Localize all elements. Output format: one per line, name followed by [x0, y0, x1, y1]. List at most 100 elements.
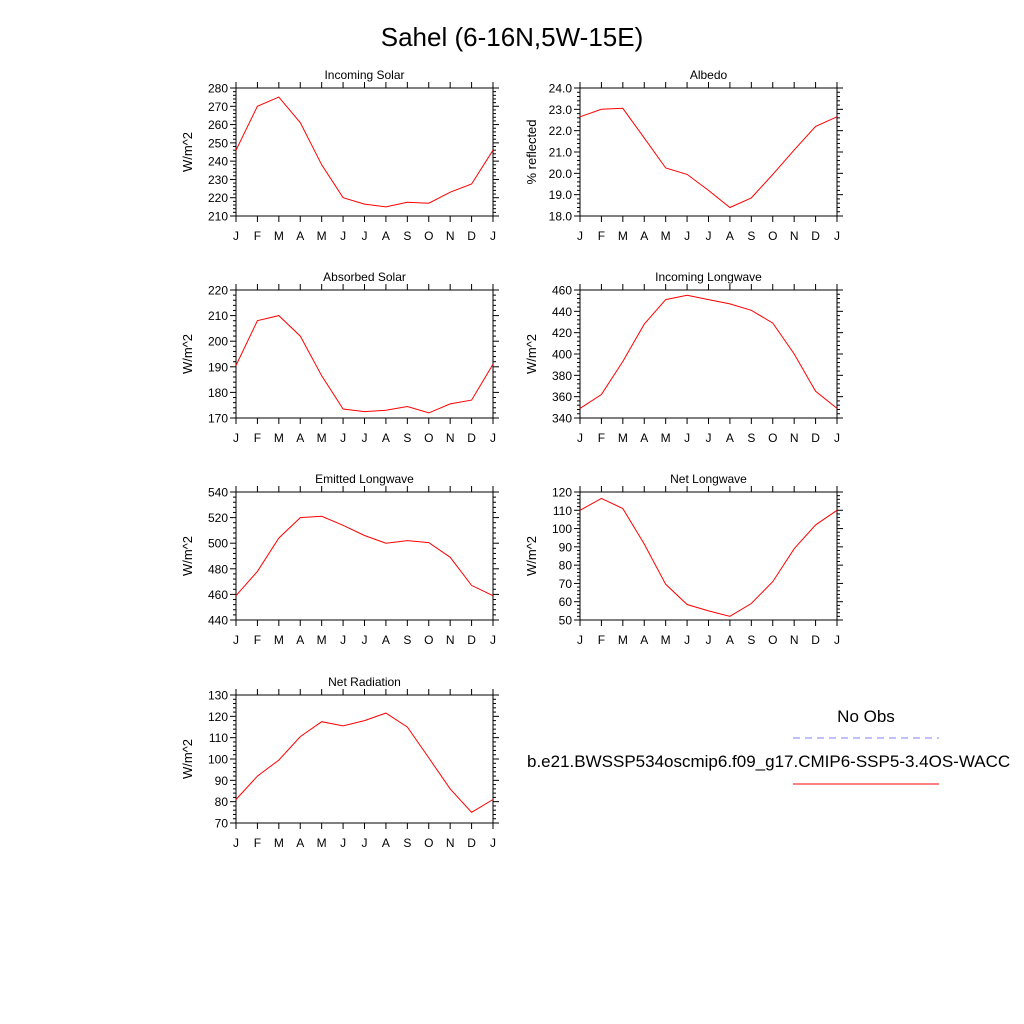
x-tick-label: S — [747, 229, 755, 243]
x-tick-label: D — [467, 836, 476, 850]
y-tick-label: 230 — [208, 173, 228, 187]
x-tick-label: J — [834, 431, 840, 445]
x-tick-label: D — [811, 633, 820, 647]
x-tick-label: M — [317, 633, 327, 647]
x-tick-label: M — [618, 633, 628, 647]
x-tick-label: J — [362, 836, 368, 850]
x-tick-label: F — [254, 633, 261, 647]
plot-frame — [579, 289, 838, 419]
x-tick-label: A — [296, 431, 304, 445]
y-tick-label: 90 — [559, 540, 573, 554]
x-tick-label: M — [317, 431, 327, 445]
x-tick-label: N — [790, 431, 799, 445]
x-tick-label: M — [317, 229, 327, 243]
y-axis-label: W/m^2 — [180, 334, 195, 374]
y-axis-label: W/m^2 — [180, 132, 195, 172]
x-tick-label: J — [706, 633, 712, 647]
x-tick-label: J — [362, 431, 368, 445]
x-tick-label: A — [726, 633, 734, 647]
y-tick-label: 19.0 — [549, 188, 573, 202]
y-tick-label: 420 — [552, 326, 572, 340]
x-tick-label: F — [254, 229, 261, 243]
figure-title: Sahel (6-16N,5W-15E) — [381, 22, 644, 52]
panel-title: Incoming Longwave — [655, 270, 762, 284]
y-axis-label: W/m^2 — [180, 536, 195, 576]
x-tick-label: N — [446, 836, 455, 850]
x-tick-label: D — [811, 229, 820, 243]
x-tick-label: A — [640, 633, 648, 647]
x-tick-label: O — [768, 633, 777, 647]
y-tick-label: 80 — [559, 559, 573, 573]
y-tick-label: 280 — [208, 82, 228, 96]
x-tick-label: J — [340, 633, 346, 647]
y-axis-label: W/m^2 — [180, 739, 195, 779]
x-tick-label: S — [747, 633, 755, 647]
x-tick-label: S — [403, 633, 411, 647]
x-tick-label: J — [233, 229, 239, 243]
y-tick-label: 260 — [208, 118, 228, 132]
y-tick-label: 460 — [552, 284, 572, 298]
x-tick-label: M — [274, 836, 284, 850]
y-tick-label: 21.0 — [549, 146, 573, 160]
x-tick-label: J — [340, 836, 346, 850]
x-tick-label: J — [684, 229, 690, 243]
y-tick-label: 120 — [552, 486, 572, 500]
x-tick-label: J — [684, 431, 690, 445]
y-tick-label: 220 — [208, 191, 228, 205]
series-line — [235, 96, 494, 208]
y-tick-label: 380 — [552, 369, 572, 383]
x-tick-label: F — [254, 836, 261, 850]
x-tick-label: F — [598, 431, 605, 445]
x-tick-label: J — [233, 431, 239, 445]
x-tick-label: N — [446, 431, 455, 445]
x-tick-label: J — [362, 229, 368, 243]
x-tick-label: A — [382, 633, 390, 647]
y-tick-label: 520 — [208, 511, 228, 525]
x-tick-label: O — [424, 836, 433, 850]
x-tick-label: N — [446, 229, 455, 243]
y-tick-label: 200 — [208, 335, 228, 349]
series-line — [235, 515, 494, 597]
panel-title: Net Longwave — [670, 472, 747, 486]
y-tick-label: 250 — [208, 136, 228, 150]
y-axis-label: % reflected — [524, 119, 539, 184]
series-line — [579, 294, 838, 409]
y-tick-label: 400 — [552, 348, 572, 362]
series-line — [579, 107, 838, 209]
x-tick-label: J — [340, 431, 346, 445]
x-tick-label: A — [296, 633, 304, 647]
y-tick-label: 360 — [552, 390, 572, 404]
x-tick-label: J — [490, 836, 496, 850]
x-tick-label: J — [577, 431, 583, 445]
x-tick-label: M — [618, 431, 628, 445]
x-tick-label: J — [340, 229, 346, 243]
y-tick-label: 340 — [552, 412, 572, 426]
y-tick-label: 120 — [208, 710, 228, 724]
x-tick-label: O — [768, 431, 777, 445]
legend-obs-label: No Obs — [837, 707, 895, 726]
plot-frame — [579, 87, 838, 217]
x-tick-label: J — [706, 229, 712, 243]
plot-frame — [235, 289, 494, 419]
x-tick-label: A — [382, 431, 390, 445]
y-tick-label: 90 — [215, 774, 229, 788]
x-tick-label: N — [790, 229, 799, 243]
y-tick-label: 170 — [208, 412, 228, 426]
x-tick-label: A — [382, 836, 390, 850]
x-tick-label: M — [661, 431, 671, 445]
y-tick-label: 80 — [215, 795, 229, 809]
chart-panel: Incoming Solar W/m^2 210 220 230 240 250 260 270… — [180, 68, 499, 243]
x-tick-label: M — [661, 229, 671, 243]
panel-title: Absorbed Solar — [323, 270, 406, 284]
y-tick-label: 240 — [208, 155, 228, 169]
y-tick-label: 190 — [208, 360, 228, 374]
x-tick-label: N — [790, 633, 799, 647]
series-line — [235, 712, 494, 813]
x-tick-label: J — [490, 229, 496, 243]
x-tick-label: S — [403, 836, 411, 850]
y-tick-label: 110 — [209, 731, 228, 745]
